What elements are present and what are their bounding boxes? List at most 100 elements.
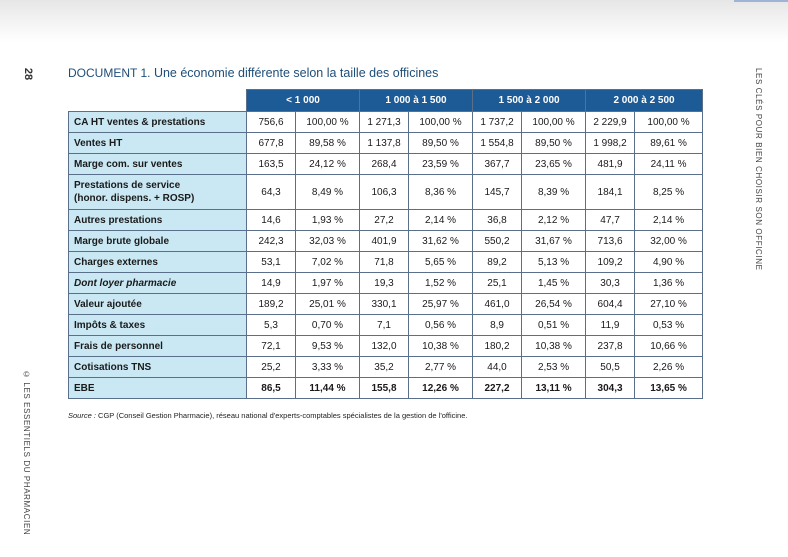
document-title: Document 1. Une économie différente selo… [68, 66, 438, 80]
table-row: Marge brute globale 242,3 32,03 % 401,9 31,6… [68, 230, 704, 252]
top-accent-bar [734, 0, 788, 2]
percent-cell: 5,13 % [521, 251, 587, 273]
value-cell: 132,0 [359, 335, 409, 357]
row-label-text: Charges externes [74, 256, 158, 268]
percent-cell: 1,45 % [521, 272, 587, 294]
value-cell: 184,1 [585, 174, 636, 210]
percent-cell: 3,33 % [295, 356, 360, 378]
percent-cell: 0,70 % [295, 314, 360, 336]
percent-cell: 8,36 % [407, 174, 474, 210]
value-cell: 145,7 [472, 174, 523, 210]
percent-cell: 89,50 % [521, 132, 587, 154]
value-cell: 27,2 [359, 209, 409, 231]
source-text: CGP (Conseil Gestion Pharmacie), réseau … [95, 411, 468, 420]
row-label-text: Ventes HT [74, 137, 123, 149]
value-cell: 36,8 [472, 209, 523, 231]
percent-cell: 0,51 % [521, 314, 587, 336]
source-label: Source : [68, 411, 96, 420]
row-label-text: Cotisations TNS [74, 361, 152, 373]
table-row: CA HT ventes & prestations 756,6 100,00 % 1… [68, 111, 704, 133]
percent-cell: 7,02 % [295, 251, 360, 273]
value-cell: 304,3 [585, 377, 636, 399]
value-cell: 89,2 [472, 251, 523, 273]
row-label: EBE [68, 377, 247, 399]
table-row: EBE 86,5 11,44 % 155,8 12,26 % 227,2 13,11 % 30… [68, 377, 704, 399]
value-cell: 189,2 [246, 293, 296, 315]
percent-cell: 26,54 % [521, 293, 587, 315]
table-row: Frais de personnel 72,1 9,53 % 132,0 10,38 %… [68, 335, 704, 357]
row-label-text: Marge brute globale [74, 235, 170, 247]
table-row: Ventes HT 677,8 89,58 % 1 137,8 89,50 % 1 554… [68, 132, 704, 154]
row-label-text: Marge com. sur ventes [74, 158, 183, 170]
table-row: Dont loyer pharmacie 14,9 1,97 % 19,3 1,52 %… [68, 272, 704, 294]
value-cell: 677,8 [246, 132, 296, 154]
value-cell: 1 998,2 [585, 132, 636, 154]
percent-cell: 8,39 % [521, 174, 587, 210]
value-cell: 237,8 [585, 335, 636, 357]
row-label-text: Autres prestations [74, 214, 163, 226]
value-cell: 7,1 [359, 314, 409, 336]
percent-cell: 89,58 % [295, 132, 360, 154]
row-label: Impôts & taxes [68, 314, 247, 336]
table-row: Charges externes 53,1 7,02 % 71,8 5,65 % 89,2… [68, 251, 704, 273]
value-cell: 47,7 [585, 209, 636, 231]
percent-cell: 89,61 % [634, 132, 704, 154]
row-label-text: EBE [74, 382, 95, 394]
percent-cell: 23,59 % [407, 153, 474, 175]
percent-cell: 31,62 % [407, 230, 474, 252]
value-cell: 106,3 [359, 174, 409, 210]
percent-cell: 100,00 % [407, 111, 474, 133]
value-cell: 64,3 [246, 174, 296, 210]
percent-cell: 11,44 % [295, 377, 360, 399]
percent-cell: 2,12 % [521, 209, 587, 231]
value-cell: 401,9 [359, 230, 409, 252]
percent-cell: 12,26 % [407, 377, 474, 399]
value-cell: 1 271,3 [359, 111, 409, 133]
percent-cell: 5,65 % [407, 251, 474, 273]
value-cell: 180,2 [472, 335, 523, 357]
economics-table: < 1 000 1 000 à 1 500 1 500 à 2 000 2 00… [68, 89, 704, 399]
value-cell: 25,2 [246, 356, 296, 378]
value-cell: 163,5 [246, 153, 296, 175]
table-row: Cotisations TNS 25,2 3,33 % 35,2 2,77 % 44,0 2… [68, 356, 704, 378]
percent-cell: 0,53 % [634, 314, 704, 336]
value-cell: 19,3 [359, 272, 409, 294]
percent-cell: 89,50 % [407, 132, 474, 154]
percent-cell: 32,03 % [295, 230, 360, 252]
percent-cell: 24,12 % [295, 153, 360, 175]
percent-cell: 1,93 % [295, 209, 360, 231]
value-cell: 550,2 [472, 230, 523, 252]
value-cell: 604,4 [585, 293, 636, 315]
value-cell: 109,2 [585, 251, 636, 273]
row-label: CA HT ventes & prestations [68, 111, 247, 133]
percent-cell: 100,00 % [295, 111, 360, 133]
value-cell: 713,6 [585, 230, 636, 252]
row-label-text: Frais de personnel [74, 340, 163, 352]
value-cell: 1 554,8 [472, 132, 523, 154]
value-cell: 367,7 [472, 153, 523, 175]
value-cell: 72,1 [246, 335, 296, 357]
copyright-sidebar: © LES ESSENTIELS DU PHARMACIEN [22, 370, 31, 536]
table-row: Impôts & taxes 5,3 0,70 % 7,1 0,56 % 8,9 0,51 … [68, 314, 704, 336]
row-label: Valeur ajoutée [68, 293, 247, 315]
row-label-text: Impôts & taxes [74, 319, 146, 331]
row-label-text: Valeur ajoutée [74, 298, 142, 310]
percent-cell: 1,52 % [407, 272, 474, 294]
column-header: 2 000 à 2 500 [585, 89, 704, 112]
table-row: Valeur ajoutée 189,2 25,01 % 330,1 25,97 % 46… [68, 293, 704, 315]
percent-cell: 10,66 % [634, 335, 704, 357]
table-header-row: < 1 000 1 000 à 1 500 1 500 à 2 000 2 00… [68, 89, 704, 112]
percent-cell: 2,53 % [521, 356, 587, 378]
percent-cell: 2,26 % [634, 356, 704, 378]
percent-cell: 1,97 % [295, 272, 360, 294]
value-cell: 227,2 [472, 377, 523, 399]
row-label: Charges externes [68, 251, 247, 273]
percent-cell: 2,14 % [634, 209, 704, 231]
percent-cell: 24,11 % [634, 153, 704, 175]
row-label: Dont loyer pharmacie [68, 272, 247, 294]
row-label-subtext: (honor. dispens. + ROSP) [74, 193, 195, 204]
percent-cell: 2,14 % [407, 209, 474, 231]
value-cell: 2 229,9 [585, 111, 636, 133]
row-label: Prestations de service (honor. dispens. +… [68, 174, 247, 210]
value-cell: 71,8 [359, 251, 409, 273]
